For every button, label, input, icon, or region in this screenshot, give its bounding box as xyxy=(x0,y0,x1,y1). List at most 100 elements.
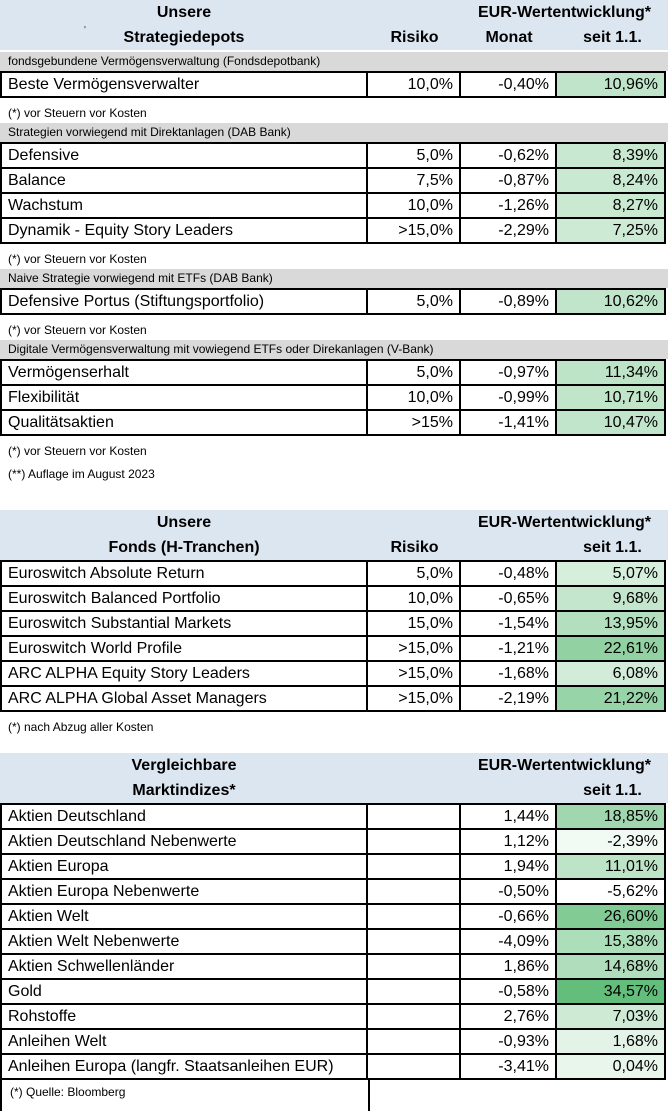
monat-value-cell: -0,40% xyxy=(459,71,557,98)
footnote: (*) vor Steuern vor Kosten xyxy=(8,252,147,266)
table-row: Beste Vermögensverwalter 10,0% -0,40% 10,96… xyxy=(0,71,666,98)
risiko-value-cell: >15,0% xyxy=(366,635,461,662)
row-name-cell: Euroswitch Absolute Return xyxy=(0,560,368,587)
risiko-value-cell: >15,0% xyxy=(366,685,461,712)
risiko-column-header: Risiko xyxy=(390,28,439,46)
risiko-value-cell: 15,0% xyxy=(366,610,461,637)
monat-value-cell: -0,62% xyxy=(459,142,557,169)
data-table: Defensive Portus (Stiftungsportfolio) 5,0… xyxy=(0,288,666,315)
monat-value-cell: -0,66% xyxy=(459,903,557,930)
seit-value-cell: 8,39% xyxy=(555,142,666,169)
row-name-cell: Aktien Welt Nebenwerte xyxy=(0,928,368,955)
monat-value-cell: -0,97% xyxy=(459,359,557,386)
table-title-line2: Marktindizes* xyxy=(132,781,236,799)
row-name-cell: Balance xyxy=(0,167,368,194)
seit-value-cell: 10,62% xyxy=(555,288,666,315)
risiko-value-cell: 10,0% xyxy=(366,71,461,98)
data-table: Aktien Deutschland 1,44% 18,85% Aktien Deut… xyxy=(0,803,666,1080)
monat-value-cell: -1,54% xyxy=(459,610,557,637)
risiko-value-cell: >15,0% xyxy=(366,217,461,244)
footnote: (**) Auflage im August 2023 xyxy=(8,467,155,481)
monat-value-cell: -0,87% xyxy=(459,167,557,194)
table-row: Euroswitch Balanced Portfolio 10,0% -0,65%… xyxy=(0,585,666,612)
table-row: Gold -0,58% 34,57% xyxy=(0,978,666,1005)
data-table: Vermögenserhalt 5,0% -0,97% 11,34% Flexibili… xyxy=(0,359,666,436)
table-row: ARC ALPHA Equity Story Leaders >15,0% -1,6… xyxy=(0,660,666,687)
monat-value-cell: -4,09% xyxy=(459,928,557,955)
monat-value-cell: 1,44% xyxy=(459,803,557,830)
seit-value-cell: 5,07% xyxy=(555,560,666,587)
table-row: Aktien Europa Nebenwerte -0,50% -5,62% xyxy=(0,878,666,905)
seit-value-cell: 8,27% xyxy=(555,192,666,219)
monat-value-cell: -0,99% xyxy=(459,384,557,411)
row-name-cell: Aktien Europa xyxy=(0,853,368,880)
row-name-cell: Aktien Europa Nebenwerte xyxy=(0,878,368,905)
monat-value-cell: -2,19% xyxy=(459,685,557,712)
table-row: Aktien Schwellenländer 1,86% 14,68% xyxy=(0,953,666,980)
table-row: Defensive 5,0% -0,62% 8,39% xyxy=(0,142,666,169)
monat-value-cell: -1,68% xyxy=(459,660,557,687)
monat-column-header xyxy=(461,535,557,560)
seit-value-cell: 15,38% xyxy=(555,928,666,955)
risiko-value-cell: 7,5% xyxy=(366,167,461,194)
row-name-cell: Dynamik - Equity Story Leaders xyxy=(0,217,368,244)
row-name-cell: ARC ALPHA Global Asset Managers xyxy=(0,685,368,712)
risiko-value-cell: 10,0% xyxy=(366,384,461,411)
monat-value-cell: 1,94% xyxy=(459,853,557,880)
risiko-value-cell xyxy=(366,1003,461,1030)
table-title-line1: Unsere xyxy=(156,3,212,21)
row-name-cell: Euroswitch Balanced Portfolio xyxy=(0,585,368,612)
table-row: Euroswitch Absolute Return 5,0% -0,48% 5,07… xyxy=(0,560,666,587)
seit-value-cell: 34,57% xyxy=(555,978,666,1005)
seit-value-cell: 18,85% xyxy=(555,803,666,830)
row-name-cell: Wachstum xyxy=(0,192,368,219)
table-row: Euroswitch Substantial Markets 15,0% -1,54… xyxy=(0,610,666,637)
table-row: ARC ALPHA Global Asset Managers >15,0% -2,… xyxy=(0,685,666,712)
risiko-value-cell: >15% xyxy=(366,409,461,436)
risiko-column-header xyxy=(368,778,461,803)
seit-value-cell: 21,22% xyxy=(555,685,666,712)
seit-value-cell: -5,62% xyxy=(555,878,666,905)
fonds-table: Unsere EUR-Wertentwicklung* Fonds (H-Tranc… xyxy=(0,510,668,735)
table-row: Anleihen Europa (langfr. Staatsanleihen … xyxy=(0,1053,666,1080)
section-band: fondsgebundene Vermögensverwaltung (Fond… xyxy=(0,52,668,71)
fonds-header: Unsere EUR-Wertentwicklung* Fonds (H-Tranc… xyxy=(0,510,668,560)
source-note: (*) Quelle: Bloomberg xyxy=(0,1080,370,1111)
monat-value-cell: 1,86% xyxy=(459,953,557,980)
footnote: (*) vor Steuern vor Kosten xyxy=(8,106,147,120)
table-row: Aktien Deutschland Nebenwerte 1,12% -2,39% xyxy=(0,828,666,855)
risiko-value-cell: 5,0% xyxy=(366,359,461,386)
risiko-value-cell: 5,0% xyxy=(366,142,461,169)
row-name-cell: ARC ALPHA Equity Story Leaders xyxy=(0,660,368,687)
monat-column-header: Monat xyxy=(485,28,533,46)
table-row: Vermögenserhalt 5,0% -0,97% 11,34% xyxy=(0,359,666,386)
footnote: (*) vor Steuern vor Kosten xyxy=(8,323,147,337)
table-row: Aktien Welt Nebenwerte -4,09% 15,38% xyxy=(0,928,666,955)
row-name-cell: Euroswitch World Profile xyxy=(0,635,368,662)
footnote: (*) nach Abzug aller Kosten xyxy=(8,720,154,734)
risiko-column-header: Risiko xyxy=(390,538,439,556)
table-row: Wachstum 10,0% -1,26% 8,27% xyxy=(0,192,666,219)
monat-column-header xyxy=(461,778,557,803)
seit-1-1-column-header: seit 1.1. xyxy=(583,28,642,46)
row-name-cell: Aktien Schwellenländer xyxy=(0,953,368,980)
section-band: Digitale Vermögensverwaltung mit vowiege… xyxy=(0,340,668,359)
seit-value-cell: 22,61% xyxy=(555,635,666,662)
monat-value-cell: -3,41% xyxy=(459,1053,557,1080)
row-name-cell: Aktien Deutschland Nebenwerte xyxy=(0,828,368,855)
eur-wertentwicklung-header: EUR-Wertentwicklung* xyxy=(477,513,652,531)
seit-1-1-column-header: seit 1.1. xyxy=(583,538,642,556)
table-row: Anleihen Welt -0,93% 1,68% xyxy=(0,1028,666,1055)
risiko-value-cell: >15,0% xyxy=(366,660,461,687)
table-row: Rohstoffe 2,76% 7,03% xyxy=(0,1003,666,1030)
row-name-cell: Aktien Deutschland xyxy=(0,803,368,830)
seit-value-cell: 11,01% xyxy=(555,853,666,880)
monat-value-cell: -1,41% xyxy=(459,409,557,436)
seit-value-cell: -2,39% xyxy=(555,828,666,855)
seit-value-cell: 13,95% xyxy=(555,610,666,637)
row-name-cell: Vermögenserhalt xyxy=(0,359,368,386)
row-name-cell: Anleihen Europa (langfr. Staatsanleihen … xyxy=(0,1053,368,1080)
seit-value-cell: 10,47% xyxy=(555,409,666,436)
footnote: (*) vor Steuern vor Kosten xyxy=(8,444,147,458)
table-row: Flexibilität 10,0% -0,99% 10,71% xyxy=(0,384,666,411)
